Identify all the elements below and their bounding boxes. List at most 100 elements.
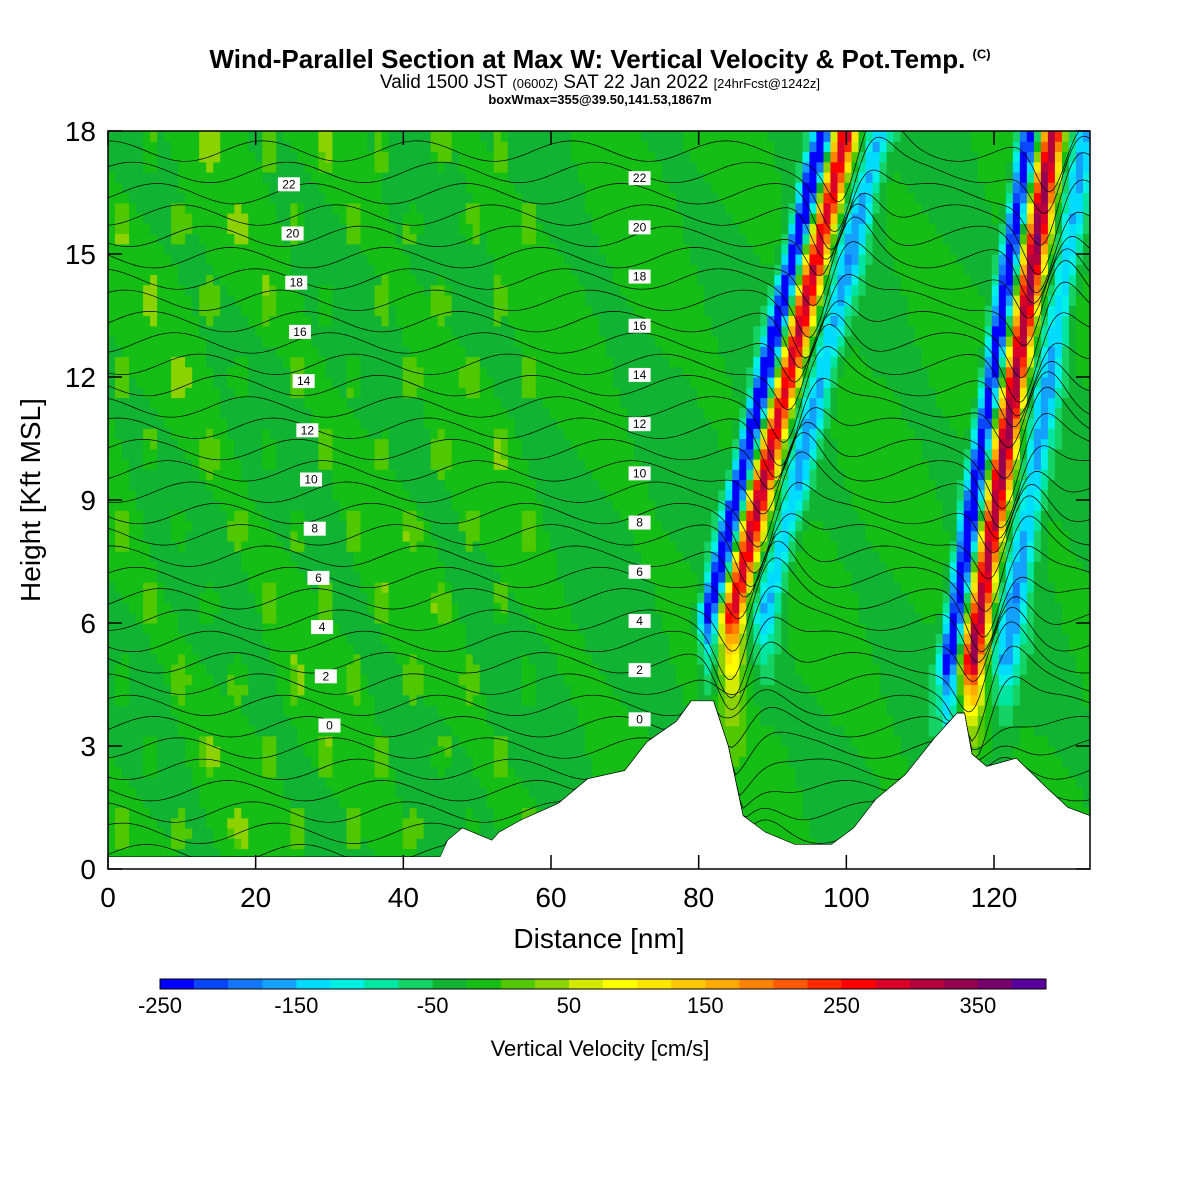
- velocity-cell: [234, 202, 242, 214]
- velocity-cell: [416, 551, 425, 563]
- velocity-cell: [276, 653, 284, 665]
- velocity-cell: [304, 561, 313, 573]
- velocity-cell: [360, 325, 369, 337]
- velocity-cell: [164, 664, 172, 675]
- velocity-cell: [108, 684, 116, 696]
- velocity-cell: [584, 766, 593, 778]
- velocity-cell: [360, 817, 369, 829]
- velocity-cell: [171, 418, 179, 429]
- velocity-cell: [255, 243, 263, 255]
- velocity-cell: [150, 756, 158, 768]
- velocity-cell: [402, 828, 411, 839]
- velocity-cell: [339, 561, 348, 573]
- velocity-cell: [129, 623, 137, 634]
- velocity-cell: [276, 602, 284, 614]
- velocity-cell: [465, 254, 474, 265]
- velocity-cell: [430, 428, 439, 440]
- velocity-cell: [528, 664, 537, 675]
- velocity-cell: [164, 541, 172, 552]
- velocity-cell: [269, 582, 277, 593]
- velocity-cell: [108, 448, 116, 460]
- velocity-cell: [556, 561, 565, 573]
- velocity-cell: [563, 438, 572, 450]
- velocity-cell: [339, 602, 348, 614]
- velocity-cell: [339, 797, 348, 809]
- velocity-cell: [157, 141, 165, 153]
- velocity-cell: [500, 213, 509, 224]
- velocity-cell: [283, 407, 291, 419]
- velocity-cell: [521, 172, 530, 183]
- velocity-cell: [220, 582, 228, 593]
- velocity-cell: [458, 592, 467, 604]
- velocity-cell: [122, 151, 130, 163]
- velocity-cell: [381, 817, 390, 829]
- velocity-cell: [444, 592, 453, 604]
- velocity-cell: [213, 254, 221, 265]
- velocity-cell: [479, 735, 488, 747]
- velocity-cell: [157, 705, 165, 716]
- velocity-cell: [360, 838, 369, 850]
- velocity-cell: [388, 561, 397, 573]
- velocity-cell: [283, 510, 291, 522]
- velocity-cell: [143, 377, 151, 388]
- velocity-cell: [500, 684, 509, 696]
- velocity-cell: [549, 366, 558, 378]
- velocity-cell: [192, 305, 200, 317]
- velocity-cell: [325, 807, 334, 819]
- velocity-cell: [178, 325, 186, 337]
- velocity-cell: [276, 243, 284, 255]
- velocity-cell: [360, 612, 369, 624]
- velocity-cell: [206, 407, 214, 419]
- velocity-cell: [423, 623, 432, 634]
- velocity-cell: [108, 582, 116, 593]
- velocity-cell: [255, 582, 263, 593]
- velocity-cell: [486, 305, 495, 317]
- velocity-cell: [129, 787, 137, 798]
- velocity-cell: [339, 264, 348, 276]
- velocity-cell: [255, 571, 263, 583]
- velocity-cell: [234, 674, 242, 686]
- velocity-cell: [472, 705, 481, 716]
- velocity-cell: [500, 735, 509, 747]
- velocity-cell: [584, 182, 593, 194]
- velocity-cell: [157, 192, 165, 204]
- velocity-cell: [472, 161, 481, 173]
- velocity-cell: [248, 407, 256, 419]
- velocity-cell: [360, 602, 369, 614]
- velocity-cell: [472, 202, 481, 214]
- velocity-cell: [178, 377, 186, 388]
- velocity-cell: [157, 459, 165, 470]
- velocity-cell: [479, 500, 488, 511]
- velocity-cell: [136, 592, 144, 604]
- velocity-cell: [192, 182, 200, 194]
- velocity-cell: [584, 602, 593, 614]
- velocity-cell: [248, 838, 256, 850]
- velocity-cell: [143, 325, 151, 337]
- velocity-cell: [311, 746, 320, 757]
- velocity-cell: [458, 489, 467, 501]
- velocity-cell: [206, 213, 214, 224]
- velocity-cell: [227, 838, 235, 850]
- velocity-cell: [549, 274, 558, 286]
- velocity-cell: [227, 274, 235, 286]
- velocity-cell: [458, 541, 467, 552]
- velocity-cell: [136, 407, 144, 419]
- velocity-cell: [430, 510, 439, 522]
- velocity-cell: [535, 664, 544, 675]
- velocity-cell: [318, 612, 327, 624]
- velocity-cell: [500, 623, 509, 634]
- velocity-cell: [472, 182, 481, 194]
- velocity-cell: [178, 315, 186, 327]
- velocity-cell: [556, 161, 565, 173]
- velocity-cell: [395, 315, 404, 327]
- velocity-cell: [185, 561, 193, 573]
- velocity-cell: [304, 797, 313, 809]
- velocity-cell: [479, 510, 488, 522]
- velocity-cell: [381, 694, 390, 706]
- velocity-cell: [108, 387, 116, 399]
- velocity-cell: [479, 428, 488, 440]
- velocity-cell: [353, 418, 362, 429]
- velocity-cell: [290, 448, 298, 460]
- velocity-cell: [185, 315, 193, 327]
- velocity-cell: [577, 356, 586, 368]
